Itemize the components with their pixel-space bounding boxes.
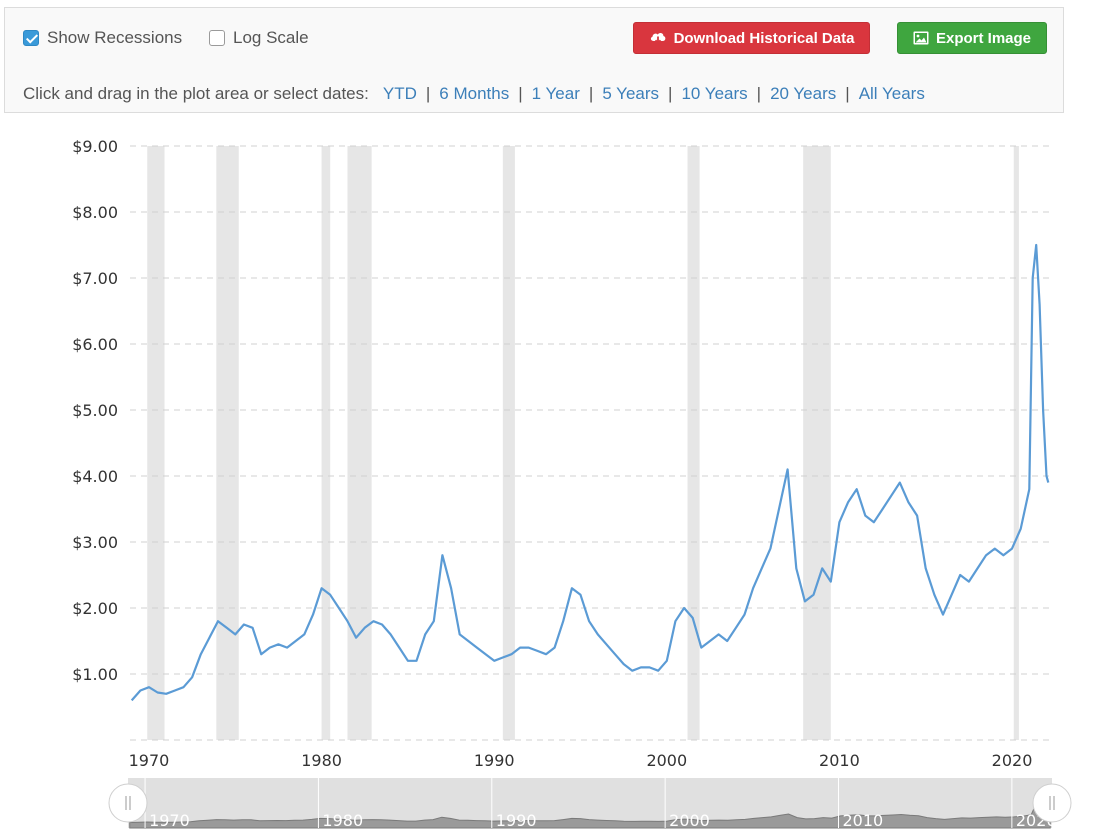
range-separator: | [425, 84, 431, 103]
range-prompt: Click and drag in the plot area or selec… [23, 84, 369, 103]
chart-toolbar: Show Recessions Log Scale Download Histo… [4, 7, 1064, 113]
y-tick-label: $4.00 [72, 467, 118, 486]
navigator-left-handle[interactable] [108, 783, 148, 823]
recession-band [147, 146, 165, 740]
y-tick-label: $8.00 [72, 203, 118, 222]
range-ytd-link[interactable]: YTD [382, 84, 417, 103]
y-tick-label: $3.00 [72, 533, 118, 552]
recession-band [216, 146, 239, 740]
cloud-download-icon [649, 30, 667, 46]
range-separator: | [756, 84, 762, 103]
y-tick-label: $2.00 [72, 599, 118, 618]
range-separator: | [588, 84, 594, 103]
recession-band [502, 146, 515, 740]
navigator-tick-label: 2000 [669, 811, 710, 830]
y-tick-label: $1.00 [72, 665, 118, 684]
download-historical-data-button[interactable]: Download Historical Data [633, 22, 870, 54]
y-tick-label: $6.00 [72, 335, 118, 354]
export-image-button[interactable]: Export Image [897, 22, 1047, 54]
range-10-years-link[interactable]: 10 Years [681, 84, 748, 103]
navigator-right-handle[interactable] [1032, 783, 1072, 823]
navigator-tick-label: 2010 [843, 811, 884, 830]
log-scale-checkbox[interactable]: Log Scale [209, 28, 309, 48]
navigator-tick-label: 1970 [149, 811, 190, 830]
range-selector: Click and drag in the plot area or selec… [23, 84, 925, 104]
show-recessions-label: Show Recessions [47, 28, 183, 47]
y-tick-label: $5.00 [72, 401, 118, 420]
recession-band [347, 146, 372, 740]
navigator-tick-label: 1980 [322, 811, 363, 830]
range-separator: | [518, 84, 523, 103]
recession-band [687, 146, 700, 740]
range-6-months-link[interactable]: 6 Months [439, 84, 510, 103]
y-tick-label: $9.00 [72, 137, 118, 156]
image-icon [913, 31, 929, 45]
navigator-tick-label: 1990 [496, 811, 537, 830]
show-recessions-checkbox[interactable]: Show Recessions [23, 28, 182, 48]
x-tick-label: 1990 [474, 751, 515, 770]
range-1-year-link[interactable]: 1 Year [531, 84, 580, 103]
recession-band [1013, 146, 1019, 740]
recession-band [321, 146, 331, 740]
x-tick-label: 2020 [992, 751, 1033, 770]
range-20-years-link[interactable]: 20 Years [770, 84, 837, 103]
navigator-series [129, 805, 1051, 829]
x-tick-label: 2010 [819, 751, 860, 770]
log-scale-label: Log Scale [233, 28, 309, 47]
export-label: Export Image [935, 29, 1032, 47]
price-line [130, 243, 1050, 702]
range-all-years-link[interactable]: All Years [858, 84, 925, 103]
y-tick-label: $7.00 [72, 269, 118, 288]
x-tick-label: 1980 [301, 751, 342, 770]
recession-band [803, 146, 831, 740]
download-label: Download Historical Data [673, 29, 855, 47]
range-separator: | [668, 84, 673, 103]
range-separator: | [845, 84, 850, 103]
checkbox-unchecked-icon[interactable] [209, 30, 225, 46]
x-tick-label: 1970 [129, 751, 170, 770]
checkbox-checked-icon[interactable] [23, 30, 39, 46]
price-chart[interactable]: $1.00 $2.00 $3.00 $4.00 $5.00 $6.00 $7.00 $8.00… [0, 120, 1113, 835]
x-tick-label: 2000 [646, 751, 687, 770]
range-5-years-link[interactable]: 5 Years [602, 84, 660, 103]
